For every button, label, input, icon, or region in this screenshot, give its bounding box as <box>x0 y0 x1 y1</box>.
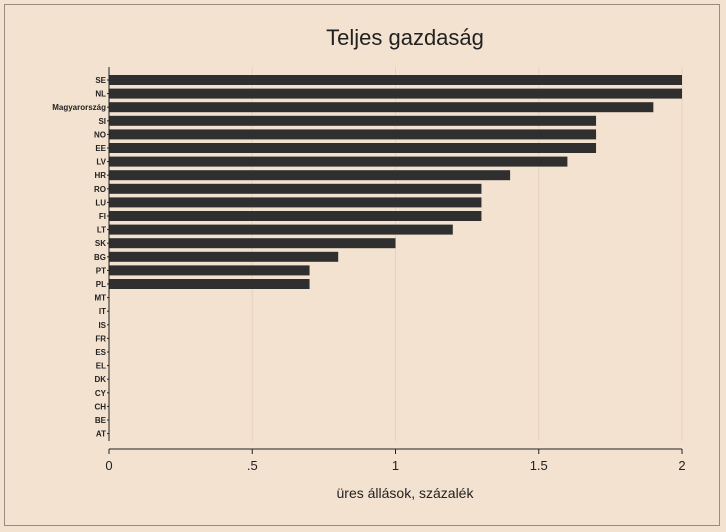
category-label: EL <box>96 362 106 371</box>
x-tick-label: .5 <box>247 458 258 473</box>
x-tick-label: 1.5 <box>530 458 548 473</box>
bar <box>109 129 597 140</box>
bar-chart: Teljes gazdaság SE NL Magyarország SI NO EE LV… <box>52 25 686 501</box>
category-label: EE <box>95 144 106 153</box>
bar <box>109 170 511 181</box>
bar <box>109 251 339 262</box>
category-label: NL <box>95 90 106 99</box>
bar <box>109 115 597 126</box>
bar <box>109 102 654 113</box>
category-label: AT <box>96 430 106 439</box>
bar <box>109 211 482 221</box>
category-label: PT <box>96 266 106 275</box>
x-axis-ticks: 0 .5 1 1.5 2 <box>105 448 686 473</box>
category-labels: SE NL Magyarország SI NO EE LV HR RO LU FI LT SK BG PT… <box>52 76 109 439</box>
chart-frame: Teljes gazdaság SE NL Magyarország SI NO EE LV… <box>4 4 720 526</box>
x-tick-label: 2 <box>678 458 685 473</box>
category-label: IT <box>99 307 106 316</box>
bar <box>109 279 310 289</box>
category-label: NO <box>94 130 106 139</box>
category-label: LV <box>96 158 106 167</box>
bar <box>109 143 597 153</box>
bar <box>109 183 482 194</box>
category-label: FR <box>95 334 106 343</box>
category-label: CH <box>94 402 106 411</box>
category-label: BG <box>94 253 106 262</box>
category-label: PL <box>96 280 106 289</box>
bars <box>109 75 682 289</box>
category-label: BE <box>95 416 107 425</box>
category-label: ES <box>95 348 106 357</box>
x-axis-label: üres állások, százalék <box>337 485 475 501</box>
bar <box>109 224 453 235</box>
category-label: IS <box>98 321 106 330</box>
category-label: SK <box>95 239 106 248</box>
category-label: CY <box>95 389 107 398</box>
category-label: DK <box>94 375 106 384</box>
category-label: RO <box>94 185 106 194</box>
x-tick-label: 1 <box>392 458 399 473</box>
category-label: LU <box>95 198 106 207</box>
bar <box>109 197 482 208</box>
category-label: SE <box>95 76 106 85</box>
bar <box>109 75 682 85</box>
category-label: SI <box>98 117 106 126</box>
bar <box>109 88 682 99</box>
bar <box>109 265 310 276</box>
category-label: FI <box>99 212 106 221</box>
x-tick-label: 0 <box>105 458 112 473</box>
category-label: MT <box>94 294 106 303</box>
chart-title: Teljes gazdaság <box>326 25 484 50</box>
category-label: HR <box>94 171 106 180</box>
bar <box>109 156 568 167</box>
bar <box>109 238 396 249</box>
category-label: LT <box>97 226 106 235</box>
category-label: Magyarország <box>52 103 106 112</box>
